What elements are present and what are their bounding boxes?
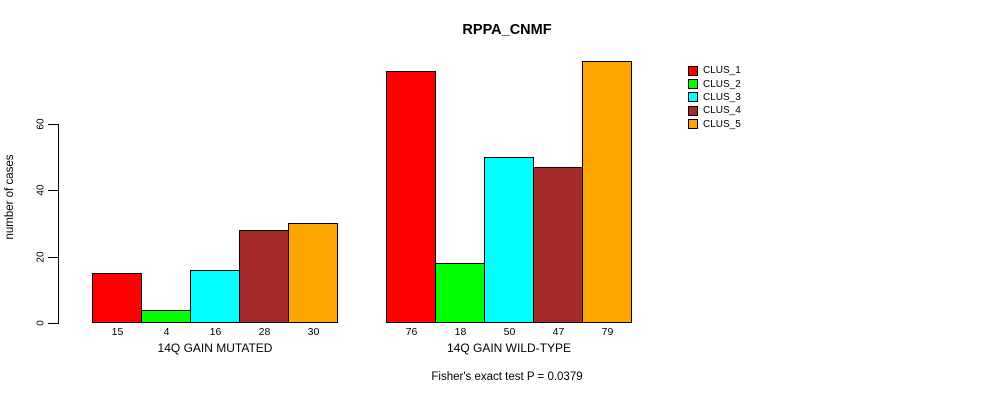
legend-item: CLUS_3 [688, 91, 741, 104]
bar-value-label: 50 [503, 326, 516, 338]
bar-CLUS_5 [288, 223, 338, 323]
bar-CLUS_4 [239, 230, 289, 323]
bar-value-label: 18 [454, 326, 467, 338]
legend-item: CLUS_5 [688, 118, 741, 131]
bar-CLUS_4 [533, 166, 583, 323]
bar-CLUS_2 [435, 263, 485, 323]
bar-CLUS_1 [386, 70, 436, 323]
bar-value-label: 79 [601, 326, 614, 338]
bar-CLUS_3 [190, 269, 240, 323]
y-axis-tick-label: 0 [35, 320, 47, 326]
y-axis-tick [48, 123, 58, 126]
x-group-label: 14Q GAIN MUTATED [157, 341, 273, 355]
bar-value-label: 47 [552, 326, 565, 338]
chart-title: RPPA_CNMF [462, 22, 552, 38]
y-axis-line [58, 123, 60, 324]
bar-CLUS_2 [141, 309, 191, 323]
legend-color-swatch [688, 119, 698, 130]
legend-color-swatch [688, 79, 698, 90]
legend-item: CLUS_1 [688, 64, 741, 77]
legend-item-label: CLUS_2 [703, 78, 741, 90]
bar-value-label: 28 [258, 326, 271, 338]
bar-value-label: 15 [111, 326, 124, 338]
bar-value-label: 30 [307, 326, 320, 338]
legend-item: CLUS_2 [688, 77, 741, 90]
y-axis-tick-label: 20 [35, 251, 47, 263]
bar-CLUS_3 [484, 157, 534, 323]
legend-item-label: CLUS_1 [703, 65, 741, 77]
legend-color-swatch [688, 92, 698, 103]
legend-color-swatch [688, 105, 698, 116]
bar-CLUS_5 [582, 60, 632, 323]
legend-color-swatch [688, 65, 698, 76]
bar-value-label: 16 [209, 326, 222, 338]
bar-value-label: 76 [405, 326, 418, 338]
legend-item-label: CLUS_3 [703, 91, 741, 103]
legend-item: CLUS_4 [688, 104, 741, 117]
legend-item-label: CLUS_5 [703, 118, 741, 130]
y-axis-tick [48, 256, 58, 258]
y-axis-tick-label: 40 [35, 184, 47, 196]
x-group-label: 14Q GAIN WILD-TYPE [446, 341, 572, 355]
legend: CLUS_1 CLUS_2 CLUS_3 CLUS_4 CLUS_5 [688, 64, 741, 131]
y-axis-tick-label: 60 [35, 118, 47, 130]
bar-CLUS_1 [92, 273, 142, 323]
y-axis-tick [48, 323, 58, 325]
fishers-test-annotation: Fisher's exact test P = 0.0379 [431, 371, 583, 383]
bar-value-label: 4 [163, 326, 170, 338]
legend-item-label: CLUS_4 [703, 105, 741, 117]
y-axis-tick [48, 190, 58, 192]
